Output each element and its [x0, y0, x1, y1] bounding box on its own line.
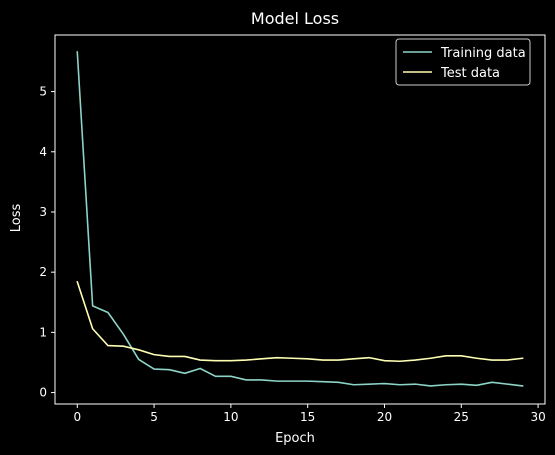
series-line-training: [76, 51, 524, 387]
x-tick-label: 15: [300, 410, 315, 424]
y-axis-label: Loss: [9, 204, 24, 233]
legend-label-training: Training data: [440, 46, 526, 61]
legend-box: [395, 38, 531, 86]
legend: Training data Test data: [395, 38, 531, 86]
series-lines: [76, 51, 524, 387]
y-tick-label: 5: [39, 85, 47, 99]
x-tick-label: 25: [454, 410, 469, 424]
x-tick-label: 5: [150, 410, 158, 424]
y-tick-label: 0: [39, 386, 47, 400]
y-tick-label: 1: [39, 325, 47, 339]
legend-label-test: Test data: [440, 66, 500, 81]
x-tick-label: 0: [73, 410, 81, 424]
plot-area-border: [54, 34, 546, 405]
x-tick-label: 10: [223, 410, 238, 424]
series-line-test: [76, 280, 524, 363]
x-tick-label: 20: [377, 410, 392, 424]
chart-title: Model Loss: [251, 9, 339, 28]
ticks: 0 5 10 15 20 25 30 0 1 2 3 4 5: [39, 85, 545, 424]
y-tick-label: 4: [39, 145, 47, 159]
y-tick-label: 3: [39, 205, 47, 219]
x-axis-label: Epoch: [275, 431, 315, 446]
y-tick-label: 2: [39, 265, 47, 279]
x-tick-label: 30: [530, 410, 545, 424]
axes-frame: [54, 34, 546, 405]
